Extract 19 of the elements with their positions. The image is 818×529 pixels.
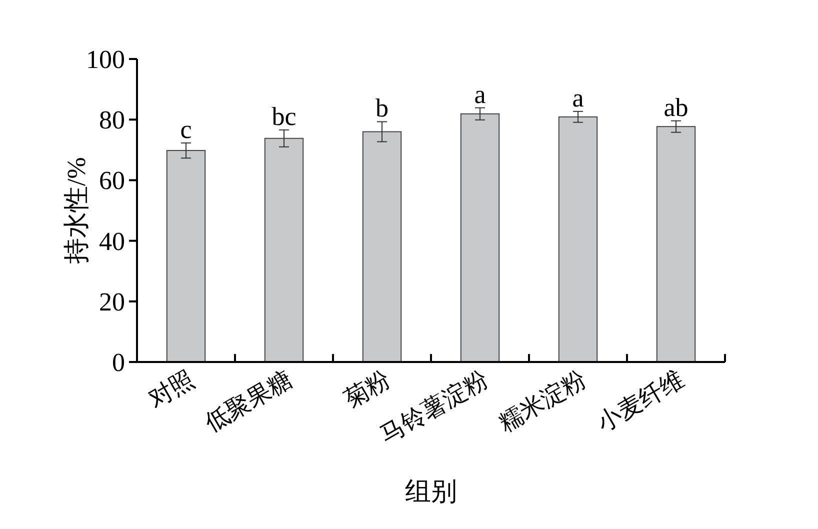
y-axis-title: 持水性/% (62, 157, 91, 264)
annotation: ab (664, 92, 688, 122)
y-tick-label: 0 (112, 348, 125, 377)
y-tick-label: 60 (99, 166, 125, 196)
x-tick-label: 菊粉 (340, 366, 395, 414)
annotation: a (474, 80, 486, 109)
y-tick-label: 100 (86, 45, 125, 74)
annotation: bc (272, 102, 296, 131)
y-tick-label: 40 (99, 226, 125, 256)
x-tick-label: 对照 (144, 366, 199, 414)
x-tick-label: 糯米淀粉 (494, 366, 591, 438)
x-tick-label: 小麦纤维 (592, 366, 689, 438)
y-tick-label: 80 (99, 106, 125, 135)
y-tick-label: 20 (99, 287, 125, 316)
annotation: c (180, 114, 192, 144)
annotation: a (572, 83, 584, 112)
x-axis-title: 组别 (405, 477, 457, 506)
x-tick-label: 低聚果糖 (200, 366, 297, 438)
annotation: b (376, 94, 388, 123)
